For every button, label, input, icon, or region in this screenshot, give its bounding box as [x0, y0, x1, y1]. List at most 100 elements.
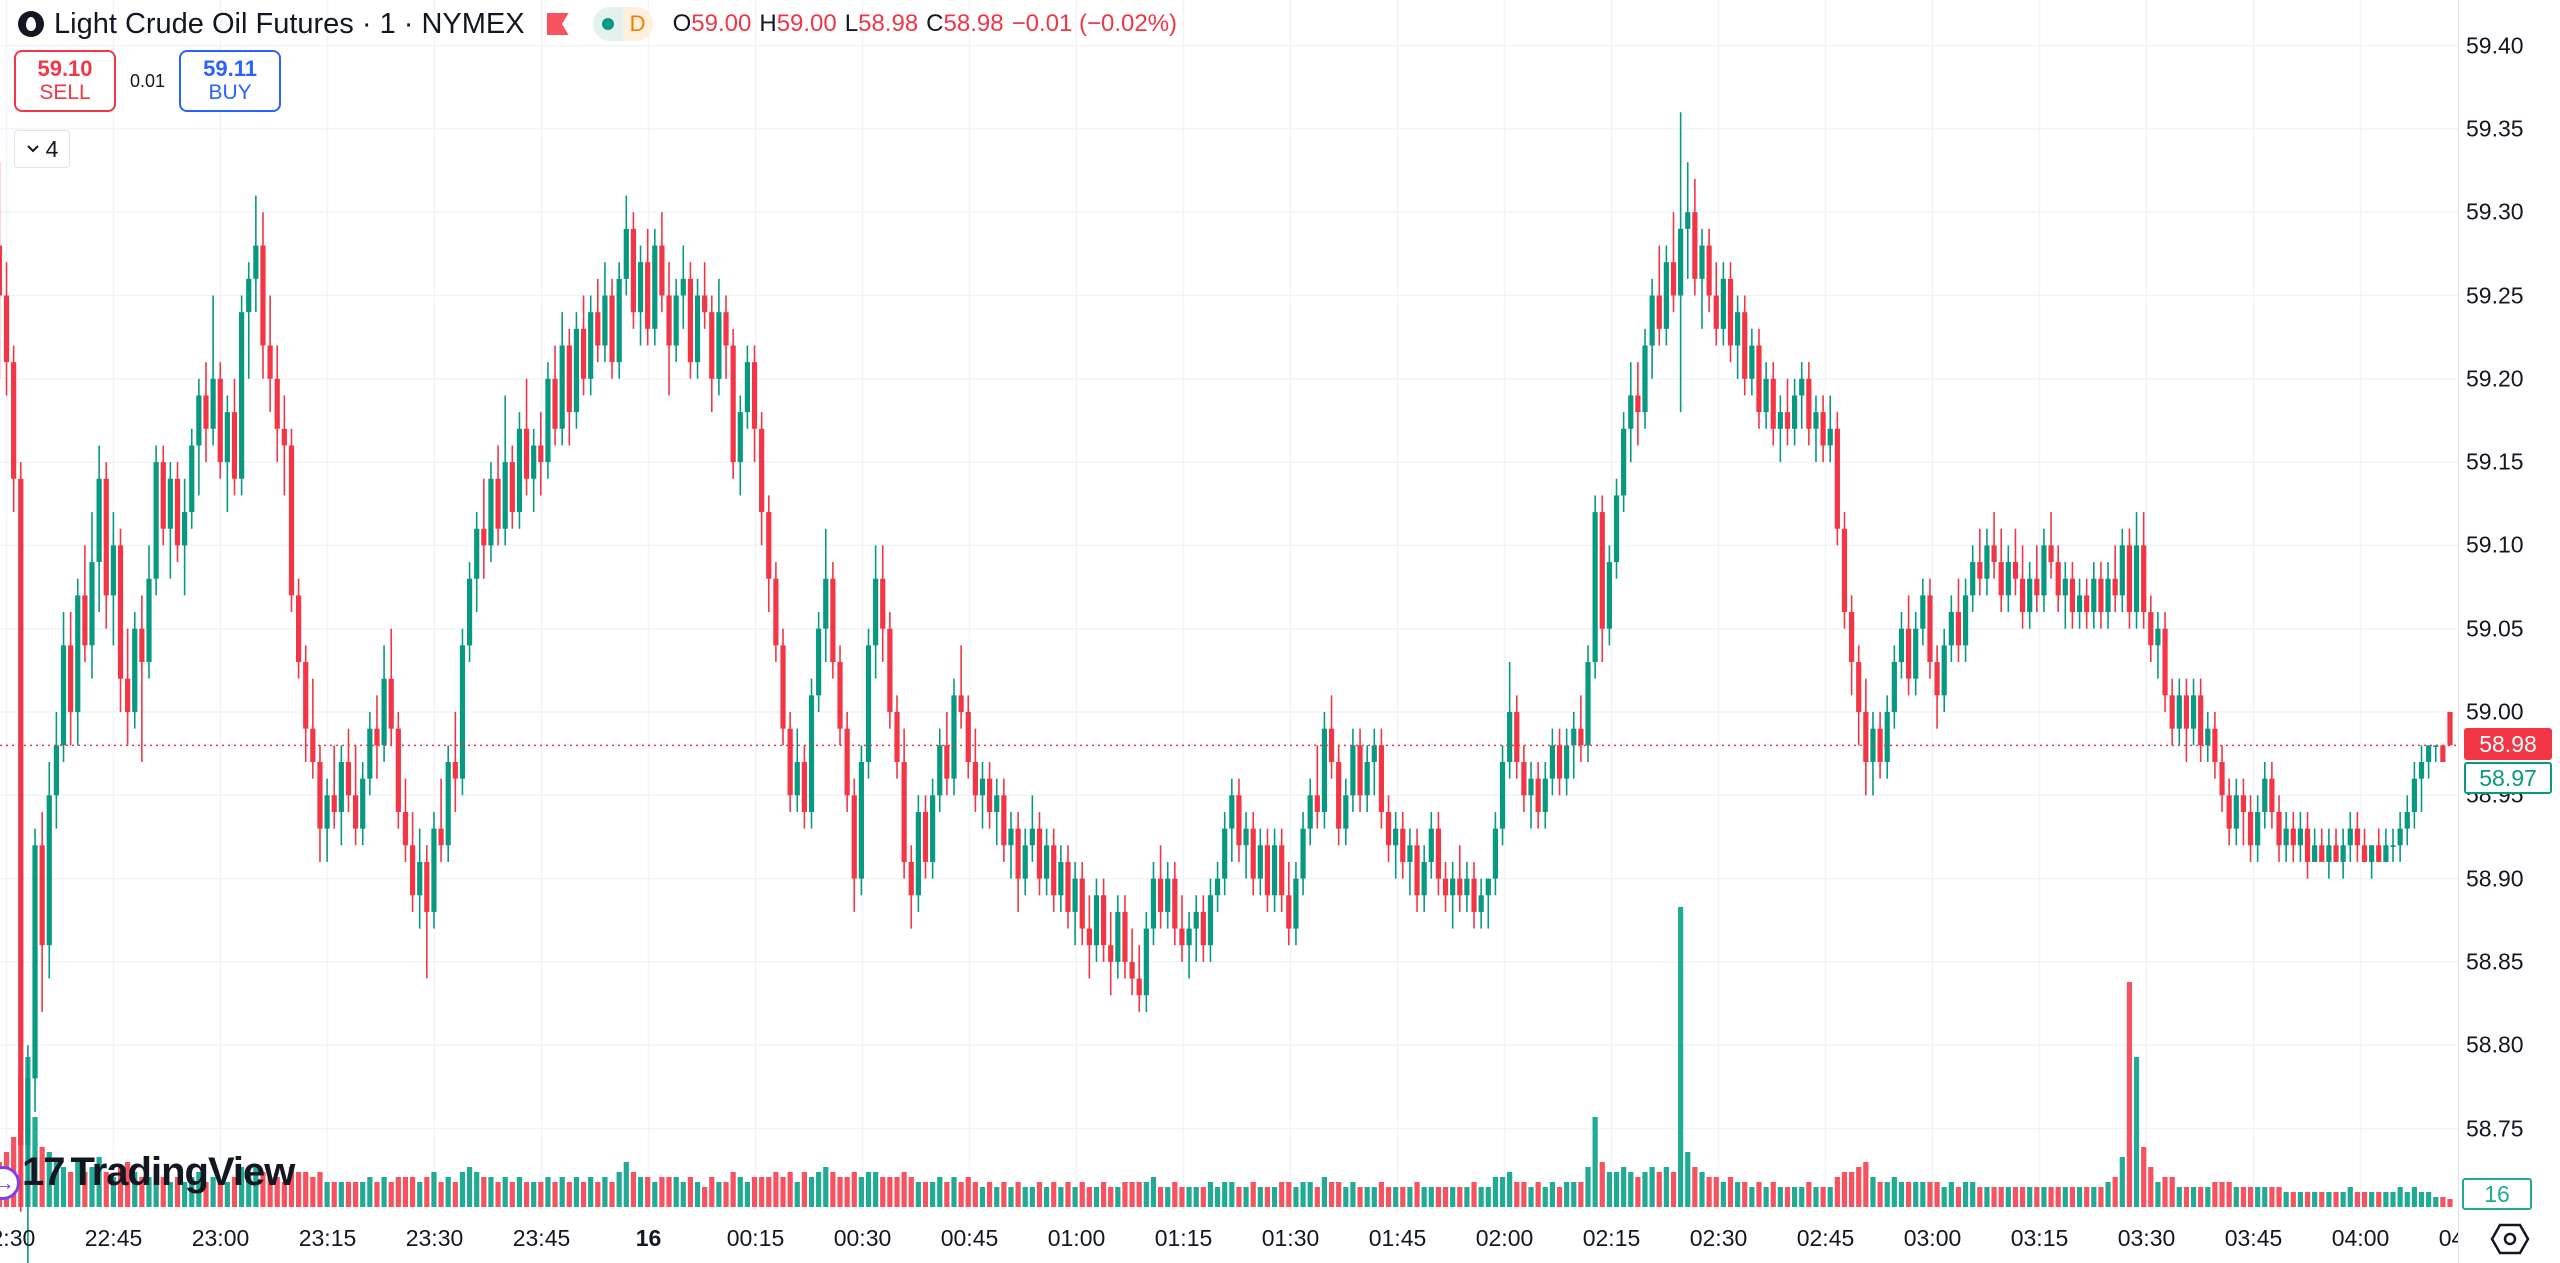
volume-bar — [602, 1177, 608, 1207]
candle-body — [1442, 878, 1449, 896]
candle-body — [1792, 395, 1798, 429]
low-value: 58.98 — [858, 10, 919, 37]
candle-body — [1756, 345, 1762, 413]
candle-body — [1371, 745, 1377, 762]
candle — [2062, 562, 2068, 629]
candle-body — [2084, 595, 2090, 613]
candle — [759, 412, 765, 546]
candle-body — [723, 312, 729, 346]
candle-body — [915, 811, 921, 896]
chart-settings-icon[interactable] — [2490, 1222, 2530, 1256]
candle — [1549, 728, 1555, 796]
volume-bar — [2262, 1187, 2268, 1207]
candle — [2269, 761, 2275, 829]
candle-body — [374, 728, 380, 746]
candle — [1485, 878, 1491, 929]
market-status-badge[interactable]: D — [592, 7, 653, 41]
candle-body — [1257, 845, 1263, 879]
candle-body — [1165, 878, 1171, 912]
candle — [1564, 728, 1570, 796]
volume-bar — [1300, 1182, 1306, 1207]
volume-bar — [531, 1182, 537, 1207]
open-label: O — [672, 10, 692, 37]
candle-body — [481, 528, 487, 546]
candle — [965, 695, 971, 779]
candle-body — [146, 578, 152, 663]
candle-body — [1663, 262, 1669, 329]
candle-body — [994, 795, 1000, 812]
candle-body — [2062, 578, 2068, 596]
volume-bar — [1400, 1187, 1406, 1207]
candle-body — [2148, 612, 2154, 646]
candle-body — [1286, 895, 1292, 929]
candle-body — [559, 345, 565, 429]
volume-bar — [794, 1182, 800, 1207]
candle — [246, 262, 252, 379]
candle-body — [1592, 512, 1598, 663]
tradingview-logo[interactable]: 17 TradingView — [22, 1150, 295, 1195]
volume-bar — [103, 1172, 109, 1207]
volume-bar — [174, 1177, 181, 1207]
candle — [2126, 528, 2133, 629]
candle — [1542, 761, 1548, 829]
candle — [1471, 861, 1477, 929]
candle-body — [231, 412, 238, 479]
candle — [816, 612, 822, 712]
volume-bar — [217, 1182, 223, 1207]
candle — [1642, 328, 1648, 429]
candle-body — [1065, 861, 1071, 912]
volume-bar — [538, 1182, 544, 1207]
candle-body — [495, 478, 501, 529]
candle — [1535, 761, 1541, 829]
flag-icon[interactable] — [546, 13, 569, 35]
volume-bar — [2312, 1192, 2318, 1207]
candle-body — [1464, 878, 1470, 896]
candle — [794, 728, 800, 812]
volume-bar — [1955, 1187, 1962, 1207]
candle-body — [417, 861, 423, 896]
candle — [303, 645, 309, 762]
volume-bar — [1186, 1187, 1192, 1207]
candle — [1200, 895, 1206, 962]
sell-label: SELL — [39, 81, 91, 104]
volume-bar — [1029, 1187, 1035, 1207]
candle-body — [1905, 628, 1912, 679]
candle — [160, 445, 166, 546]
volume-bar — [2183, 1187, 2190, 1207]
volume-bar — [2041, 1187, 2047, 1207]
candle — [502, 395, 508, 546]
candle-body — [1193, 911, 1199, 929]
candle — [1286, 861, 1292, 946]
candle — [1749, 328, 1755, 396]
volume-bar — [1044, 1187, 1050, 1207]
candle — [260, 212, 266, 379]
candle — [915, 795, 921, 912]
candle-body — [466, 578, 473, 646]
candle — [1763, 362, 1769, 429]
volume-bar — [816, 1172, 822, 1207]
volume-bar — [623, 1162, 629, 1207]
volume-bar — [1115, 1187, 1121, 1207]
volume-bar — [224, 1182, 230, 1207]
candle — [1385, 795, 1392, 862]
candle-body — [167, 478, 173, 529]
candle — [267, 295, 273, 413]
candle — [2148, 595, 2154, 663]
candle — [1093, 878, 1100, 962]
candle-body — [1692, 212, 1698, 279]
symbol-title[interactable]: Light Crude Oil Futures · 1 · NYMEX — [54, 7, 525, 40]
candle — [1450, 861, 1456, 929]
candle — [1314, 745, 1320, 829]
candle — [1806, 362, 1812, 446]
sell-button[interactable]: 59.10 SELL — [14, 50, 116, 112]
candle-body — [2326, 845, 2332, 862]
candle — [1464, 861, 1470, 912]
volume-bar — [2027, 1187, 2033, 1207]
buy-button[interactable]: 59.11 BUY — [179, 50, 282, 112]
price-axis[interactable] — [2458, 0, 2560, 1263]
indicators-toggle-button[interactable]: 4 — [14, 130, 70, 168]
candle — [545, 362, 551, 479]
candle-body — [801, 761, 807, 812]
volume-bar — [1998, 1187, 2004, 1207]
